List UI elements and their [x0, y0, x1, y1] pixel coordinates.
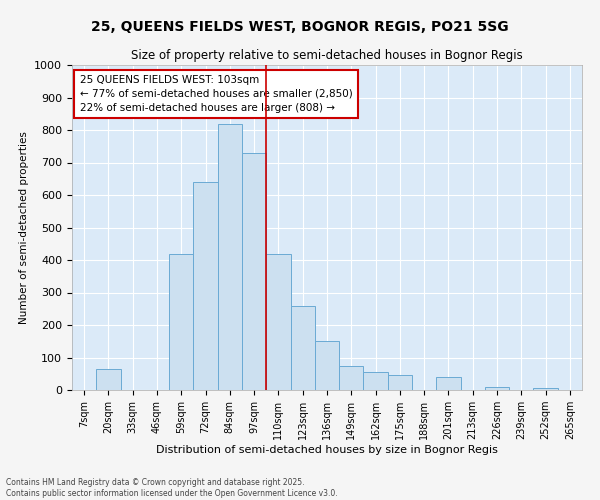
Bar [290, 306, 315, 390]
Bar [218, 124, 242, 390]
Text: 25, QUEENS FIELDS WEST, BOGNOR REGIS, PO21 5SG: 25, QUEENS FIELDS WEST, BOGNOR REGIS, PO… [91, 20, 509, 34]
Bar [96, 369, 121, 390]
Bar [169, 254, 193, 390]
Bar [436, 377, 461, 390]
Bar [388, 376, 412, 390]
Bar [193, 182, 218, 390]
Bar [485, 387, 509, 390]
Bar [266, 254, 290, 390]
Y-axis label: Number of semi-detached properties: Number of semi-detached properties [19, 131, 29, 324]
Bar [339, 366, 364, 390]
Bar [364, 372, 388, 390]
Bar [242, 153, 266, 390]
Title: Size of property relative to semi-detached houses in Bognor Regis: Size of property relative to semi-detach… [131, 50, 523, 62]
Bar [315, 341, 339, 390]
Bar [533, 388, 558, 390]
Text: 25 QUEENS FIELDS WEST: 103sqm
← 77% of semi-detached houses are smaller (2,850)
: 25 QUEENS FIELDS WEST: 103sqm ← 77% of s… [80, 74, 352, 113]
Text: Contains HM Land Registry data © Crown copyright and database right 2025.
Contai: Contains HM Land Registry data © Crown c… [6, 478, 338, 498]
X-axis label: Distribution of semi-detached houses by size in Bognor Regis: Distribution of semi-detached houses by … [156, 445, 498, 455]
